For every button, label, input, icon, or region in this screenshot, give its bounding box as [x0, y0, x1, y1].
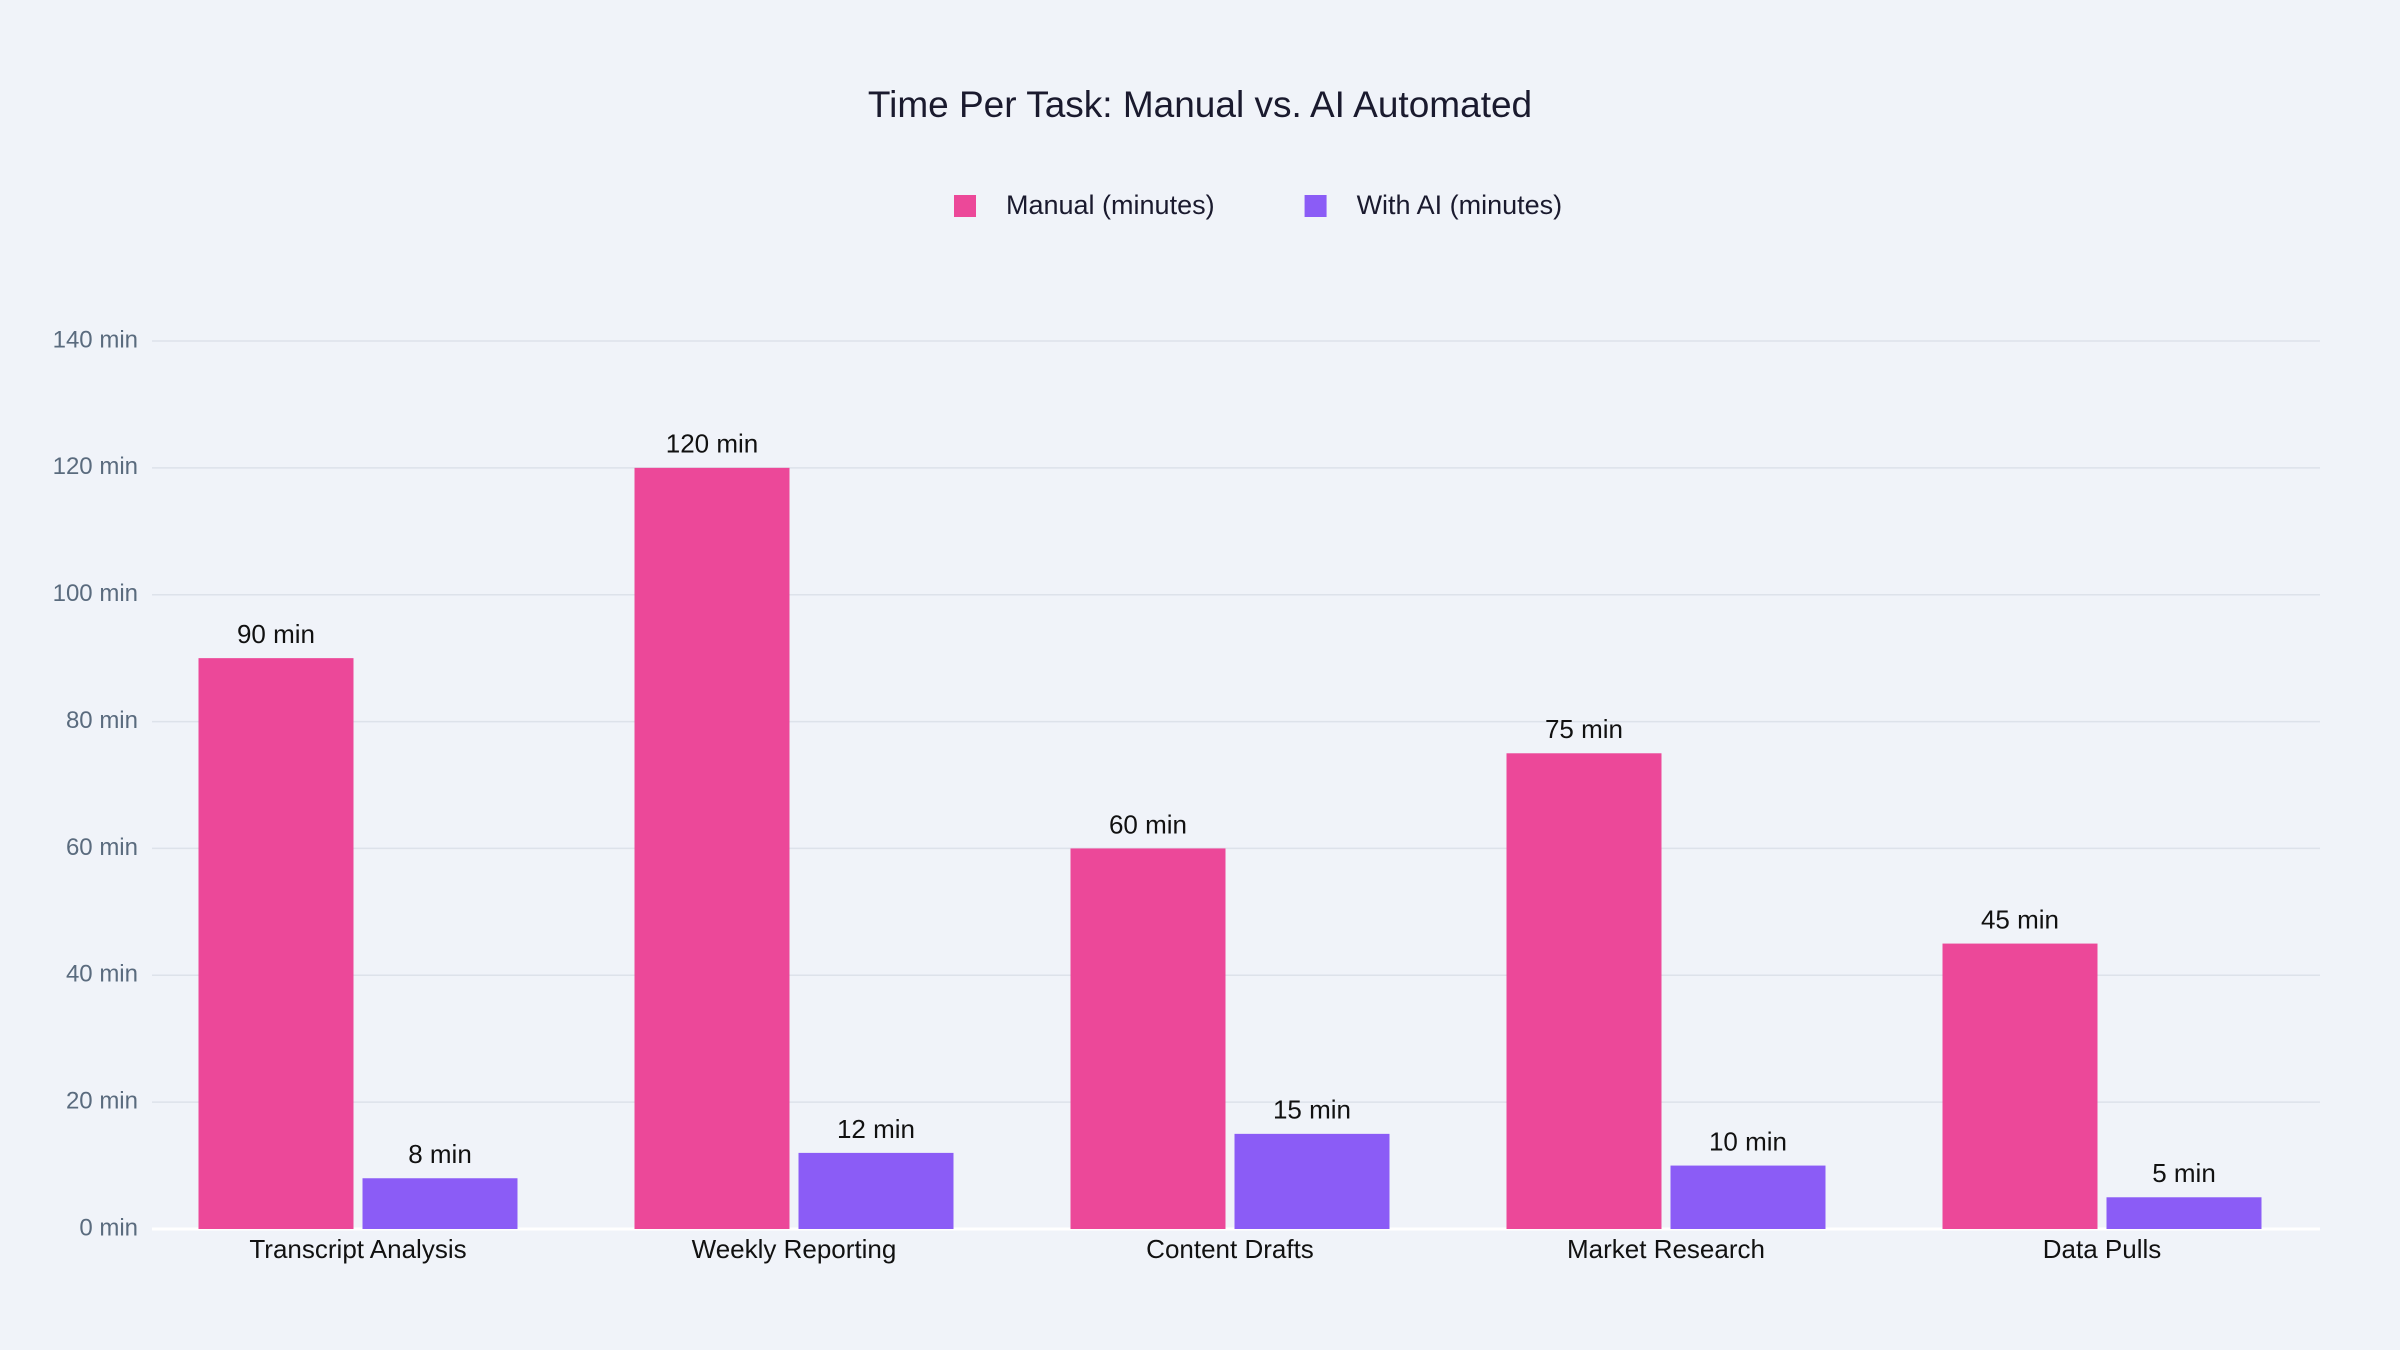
value-label: 60 min [1109, 809, 1187, 839]
y-tick-label: 140 min [53, 326, 138, 353]
value-label: 15 min [1273, 1095, 1351, 1125]
y-tick-label: 120 min [53, 453, 138, 480]
value-label: 10 min [1709, 1126, 1787, 1156]
legend-label: Manual (minutes) [1006, 190, 1215, 220]
bar [362, 1178, 518, 1229]
bar [1506, 753, 1662, 1229]
value-label: 120 min [666, 429, 759, 459]
x-tick-label: Content Drafts [1146, 1234, 1314, 1264]
x-tick-label: Market Research [1567, 1234, 1765, 1264]
bar [2106, 1197, 2262, 1229]
y-tick-label: 0 min [79, 1214, 138, 1241]
y-tick-label: 40 min [66, 961, 138, 988]
chart-title: Time Per Task: Manual vs. AI Automated [868, 84, 1532, 125]
x-tick-label: Weekly Reporting [692, 1234, 897, 1264]
x-tick-label: Transcript Analysis [249, 1234, 466, 1264]
y-tick-label: 80 min [66, 707, 138, 734]
y-tick-label: 100 min [53, 580, 138, 607]
bar [634, 467, 790, 1229]
bar [1670, 1165, 1826, 1229]
value-label: 75 min [1545, 714, 1623, 744]
legend-swatch [1304, 195, 1327, 217]
legend-swatch [954, 195, 976, 217]
legend-label: With AI (minutes) [1357, 190, 1563, 220]
value-label: 8 min [408, 1139, 472, 1169]
value-label: 45 min [1981, 904, 2059, 934]
y-tick-label: 60 min [66, 834, 138, 861]
bar [1070, 848, 1226, 1229]
bar [798, 1152, 954, 1229]
x-tick-label: Data Pulls [2043, 1234, 2162, 1264]
bar [1234, 1133, 1390, 1229]
value-label: 5 min [2152, 1158, 2216, 1188]
value-label: 12 min [837, 1114, 915, 1144]
y-tick-label: 20 min [66, 1087, 138, 1114]
value-label: 90 min [237, 619, 315, 649]
bar [1942, 943, 2098, 1229]
bar [198, 658, 354, 1229]
